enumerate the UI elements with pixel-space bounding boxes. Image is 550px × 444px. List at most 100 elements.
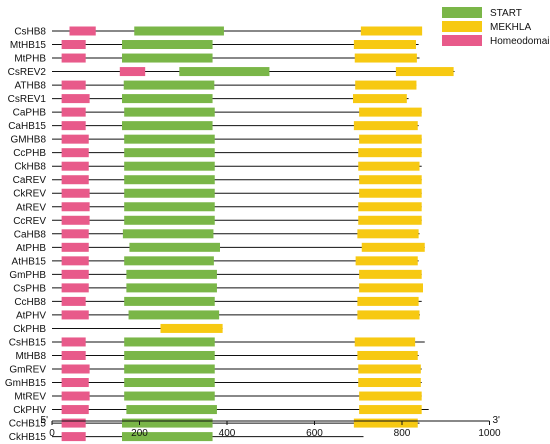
- protein-row: AtREV: [16, 202, 422, 213]
- start-domain: [126, 269, 217, 279]
- mekhla-domain: [359, 391, 422, 401]
- protein-row: CsREV2: [8, 67, 455, 78]
- x-axis-tick-label: 1000: [478, 428, 501, 439]
- protein-row: CsHB8: [14, 26, 423, 38]
- mekhla-domain: [354, 337, 416, 347]
- homeodomain-domain: [61, 391, 90, 401]
- homeodomain-domain: [61, 229, 89, 239]
- start-domain: [122, 229, 214, 239]
- homeodomain-domain: [61, 202, 90, 212]
- homeodomain-domain: [61, 53, 86, 63]
- start-domain: [122, 121, 213, 131]
- legend-label-start: START: [490, 8, 522, 19]
- protein-row: AtPHB: [16, 242, 425, 254]
- homeodomain-domain: [61, 161, 89, 171]
- mekhla-domain: [359, 107, 422, 117]
- mekhla-domain: [358, 148, 422, 158]
- homeodomain-domain: [61, 296, 86, 306]
- x-axis-tick-label: 400: [219, 428, 236, 439]
- homeodomain-domain: [61, 310, 89, 320]
- homeodomain-domain: [61, 40, 86, 50]
- homeodomain-domain: [61, 378, 89, 388]
- protein-row: GmHB15: [5, 378, 422, 389]
- start-domain: [124, 391, 215, 401]
- start-domain: [124, 364, 215, 374]
- mekhla-domain: [358, 378, 421, 388]
- protein-row: AtPHV: [16, 310, 420, 321]
- protein-row: CaHB8: [14, 229, 420, 240]
- start-domain: [122, 40, 213, 50]
- protein-label: CsPHB: [13, 283, 46, 294]
- start-domain: [128, 310, 220, 320]
- protein-label: CsREV2: [8, 67, 47, 78]
- homeodomain-domain: [61, 283, 89, 293]
- protein-label: GmPHB: [9, 270, 46, 281]
- three-prime-label: 3': [493, 415, 501, 426]
- homeodomain-domain: [61, 418, 86, 428]
- protein-row: MtPHB: [14, 53, 420, 65]
- legend-label-mekhla: MEKHLA: [490, 22, 531, 33]
- homeodomain-domain: [61, 80, 86, 90]
- homeodomain-domain: [61, 175, 89, 185]
- homeodomain-domain: [61, 242, 89, 252]
- protein-label: MtREV: [14, 392, 46, 403]
- protein-label: CsHB15: [9, 337, 47, 348]
- start-domain: [129, 242, 220, 252]
- protein-label: GmREV: [9, 365, 46, 376]
- homeodomain-domain: [119, 67, 146, 77]
- mekhla-domain: [359, 134, 422, 144]
- legend-swatch-homeodomain: [442, 35, 482, 46]
- start-domain: [122, 94, 213, 104]
- start-domain: [122, 53, 213, 63]
- start-domain: [122, 418, 213, 428]
- start-domain: [134, 26, 224, 36]
- homeodomain-domain: [61, 405, 89, 415]
- start-domain: [124, 175, 215, 185]
- protein-row: CaHB15: [8, 121, 419, 132]
- protein-label: GMHB8: [10, 135, 46, 146]
- mekhla-domain: [353, 40, 416, 50]
- start-domain: [124, 378, 215, 388]
- mekhla-domain: [358, 215, 422, 225]
- protein-row: CsPHB: [13, 283, 423, 294]
- mekhla-domain: [357, 350, 418, 360]
- protein-label: CkHB8: [14, 162, 46, 173]
- start-domain: [124, 107, 215, 117]
- homeodomain-domain: [61, 364, 90, 374]
- start-domain: [124, 161, 215, 171]
- protein-label: CkPHV: [13, 405, 46, 416]
- protein-label: AtPHB: [16, 243, 46, 254]
- protein-row: CcREV: [13, 215, 422, 227]
- mekhla-domain: [357, 229, 419, 239]
- start-domain: [124, 134, 215, 144]
- protein-label: CaREV: [13, 175, 47, 186]
- mekhla-domain: [359, 269, 422, 279]
- homeodomain-domain: [61, 188, 90, 198]
- protein-row: CaREV: [13, 175, 422, 186]
- homeodomain-domain: [61, 107, 86, 117]
- protein-label: GmHB15: [5, 378, 47, 389]
- protein-label: CkHB15: [9, 432, 47, 443]
- mekhla-domain: [359, 188, 422, 198]
- start-domain: [179, 67, 270, 77]
- start-domain: [124, 296, 215, 306]
- protein-label: CaHB15: [8, 121, 46, 132]
- five-prime-label: 5': [41, 415, 49, 426]
- legend-swatch-mekhla: [442, 21, 482, 32]
- start-domain: [124, 148, 215, 158]
- protein-row: CsHB15: [9, 337, 425, 348]
- homeodomain-domain: [61, 121, 86, 131]
- protein-row: CaPHB: [13, 107, 422, 119]
- protein-label: CcREV: [13, 216, 46, 227]
- protein-row: CcHB15: [9, 418, 420, 430]
- x-axis-tick-label: 0: [49, 428, 55, 439]
- protein-row: GmPHB: [9, 269, 422, 281]
- protein-label: CcHB8: [14, 297, 46, 308]
- protein-rows: CsHB8 MtHB15 MtPHB CsREV2 ATHB8 CsREV1 CaPHB Ca…: [5, 26, 455, 443]
- homeodomain-domain: [61, 148, 89, 158]
- protein-label: CsHB8: [14, 27, 46, 38]
- x-axis-tick-label: 200: [131, 428, 148, 439]
- mekhla-domain: [359, 283, 423, 293]
- mekhla-domain: [360, 26, 423, 36]
- protein-label: AtHB15: [12, 256, 47, 267]
